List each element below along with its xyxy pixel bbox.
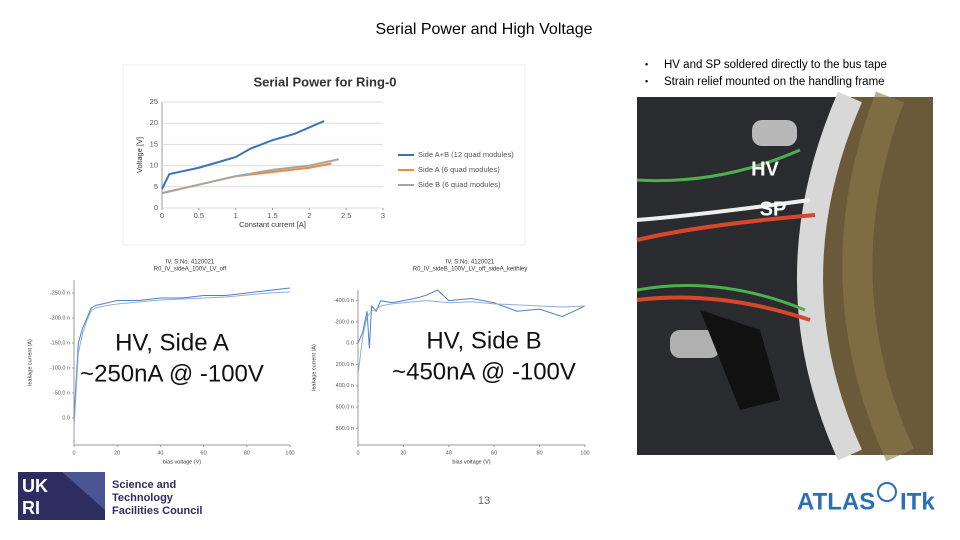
photo-label: HV — [751, 158, 779, 180]
x-tick-label: 2 — [307, 211, 311, 220]
legend-label: Side A (6 quad modules) — [418, 165, 500, 174]
y-tick-label: 0.0 — [62, 415, 70, 421]
y-axis-label: leakage current (A) — [27, 339, 33, 386]
x-axis-label: Constant current [A] — [239, 220, 306, 229]
y-tick-label: -50.0 n — [53, 390, 70, 396]
y-tick-label: 20 — [150, 118, 158, 127]
x-tick-label: 0 — [72, 450, 75, 456]
photo-label: SP — [760, 198, 787, 220]
logo-text: Facilities Council — [112, 505, 202, 517]
x-tick-label: 100 — [285, 450, 294, 456]
x-tick-label: 40 — [446, 450, 452, 456]
logo-text: ITk — [900, 488, 935, 515]
x-tick-label: 20 — [114, 450, 120, 456]
x-tick-label: 80 — [244, 450, 250, 456]
series-line — [161, 158, 340, 195]
y-tick-label: 200.0 n — [336, 362, 354, 368]
y-tick-label: 10 — [150, 161, 158, 170]
x-tick-label: 80 — [537, 450, 543, 456]
y-tick-label: -150.0 n — [50, 340, 70, 346]
x-tick-label: 1.5 — [267, 211, 277, 220]
y-tick-label: 5 — [154, 182, 158, 191]
bullet-dot: • — [645, 76, 648, 86]
logo-text: ATLAS — [797, 488, 875, 515]
series-line — [73, 291, 291, 429]
chart: IV, S.No. 4120021R0_IV_sideA_100V_LV_off… — [27, 260, 294, 466]
x-tick-label: 20 — [400, 450, 406, 456]
y-tick-label: 400.0 n — [336, 383, 354, 389]
x-axis-label: bias voltage (V) — [452, 459, 490, 465]
logo-text: UK — [22, 476, 48, 496]
legend-label: Side B (6 quad modules) — [418, 180, 501, 189]
slide-title: Serial Power and High Voltage — [375, 21, 592, 38]
annotation: HV, Side A — [115, 329, 229, 356]
bullet: Strain relief mounted on the handling fr… — [664, 76, 885, 88]
y-tick-label: -100.0 n — [50, 365, 70, 371]
annotation: HV, Side B — [426, 327, 541, 354]
page-number: 13 — [478, 495, 490, 507]
ukri-logo: UK RI Science and Technology Facilities … — [18, 472, 202, 520]
photo: HV SP — [636, 91, 933, 462]
x-tick-label: 0 — [356, 450, 359, 456]
x-tick-label: 2.5 — [341, 211, 351, 220]
chart-frame — [122, 64, 526, 246]
chart-title: IV, S.No. 4120021 — [446, 260, 495, 266]
y-axis-label: leakage current (A) — [311, 344, 317, 391]
logo-text: Science and — [112, 479, 176, 491]
annotation: ~450nA @ -100V — [392, 358, 576, 385]
x-tick-label: 0 — [160, 211, 164, 220]
atlas-itk-logo: ATLAS ITk — [797, 482, 935, 515]
y-tick-label: 0 — [154, 203, 158, 212]
x-tick-label: 60 — [491, 450, 497, 456]
y-tick-label: 800.0 n — [336, 426, 354, 432]
x-tick-label: 3 — [381, 211, 385, 220]
chart-subtitle: R0_IV_sideB_100V_LV_off_sideA_keithley — [413, 267, 528, 273]
y-tick-label: -200.0 n — [334, 319, 354, 325]
y-tick-label: 25 — [150, 97, 158, 106]
series-line — [357, 300, 586, 376]
x-tick-label: 60 — [201, 450, 207, 456]
x-tick-label: 100 — [580, 450, 589, 456]
bullet-dot: • — [645, 59, 648, 69]
logo-text: Technology — [112, 492, 174, 504]
bullet: HV and SP soldered directly to the bus t… — [664, 59, 887, 71]
y-tick-label: -200.0 n — [50, 315, 70, 321]
series-line — [161, 120, 325, 190]
x-axis-label: bias voltage (V) — [163, 459, 201, 465]
annotation: ~250nA @ -100V — [80, 360, 264, 387]
y-tick-label: 15 — [150, 139, 158, 148]
x-tick-label: 1 — [234, 211, 238, 220]
chart-title: IV, S.No. 4120021 — [166, 260, 215, 266]
y-axis-label: Voltage [V] — [135, 137, 144, 173]
chart-subtitle: R0_IV_sideA_100V_LV_off — [154, 267, 227, 273]
logo-text: RI — [22, 498, 40, 518]
x-tick-label: 0.5 — [194, 211, 204, 220]
chart: IV, S.No. 4120021R0_IV_sideB_100V_LV_off… — [311, 260, 589, 466]
series-line — [73, 287, 291, 419]
y-tick-label: 600.0 n — [336, 404, 354, 410]
series-line — [357, 289, 586, 349]
chart-title: Serial Power for Ring-0 — [253, 74, 396, 89]
y-tick-label: 0.0 — [346, 341, 354, 347]
x-tick-label: 40 — [157, 450, 163, 456]
y-tick-label: -250.0 n — [50, 290, 70, 296]
legend-label: Side A+B (12 quad modules) — [418, 150, 514, 159]
chart: Serial Power for Ring-0 0 5 10 15 20 25 0 0.5 1 1.… — [135, 74, 514, 229]
y-tick-label: -400.0 n — [334, 298, 354, 304]
